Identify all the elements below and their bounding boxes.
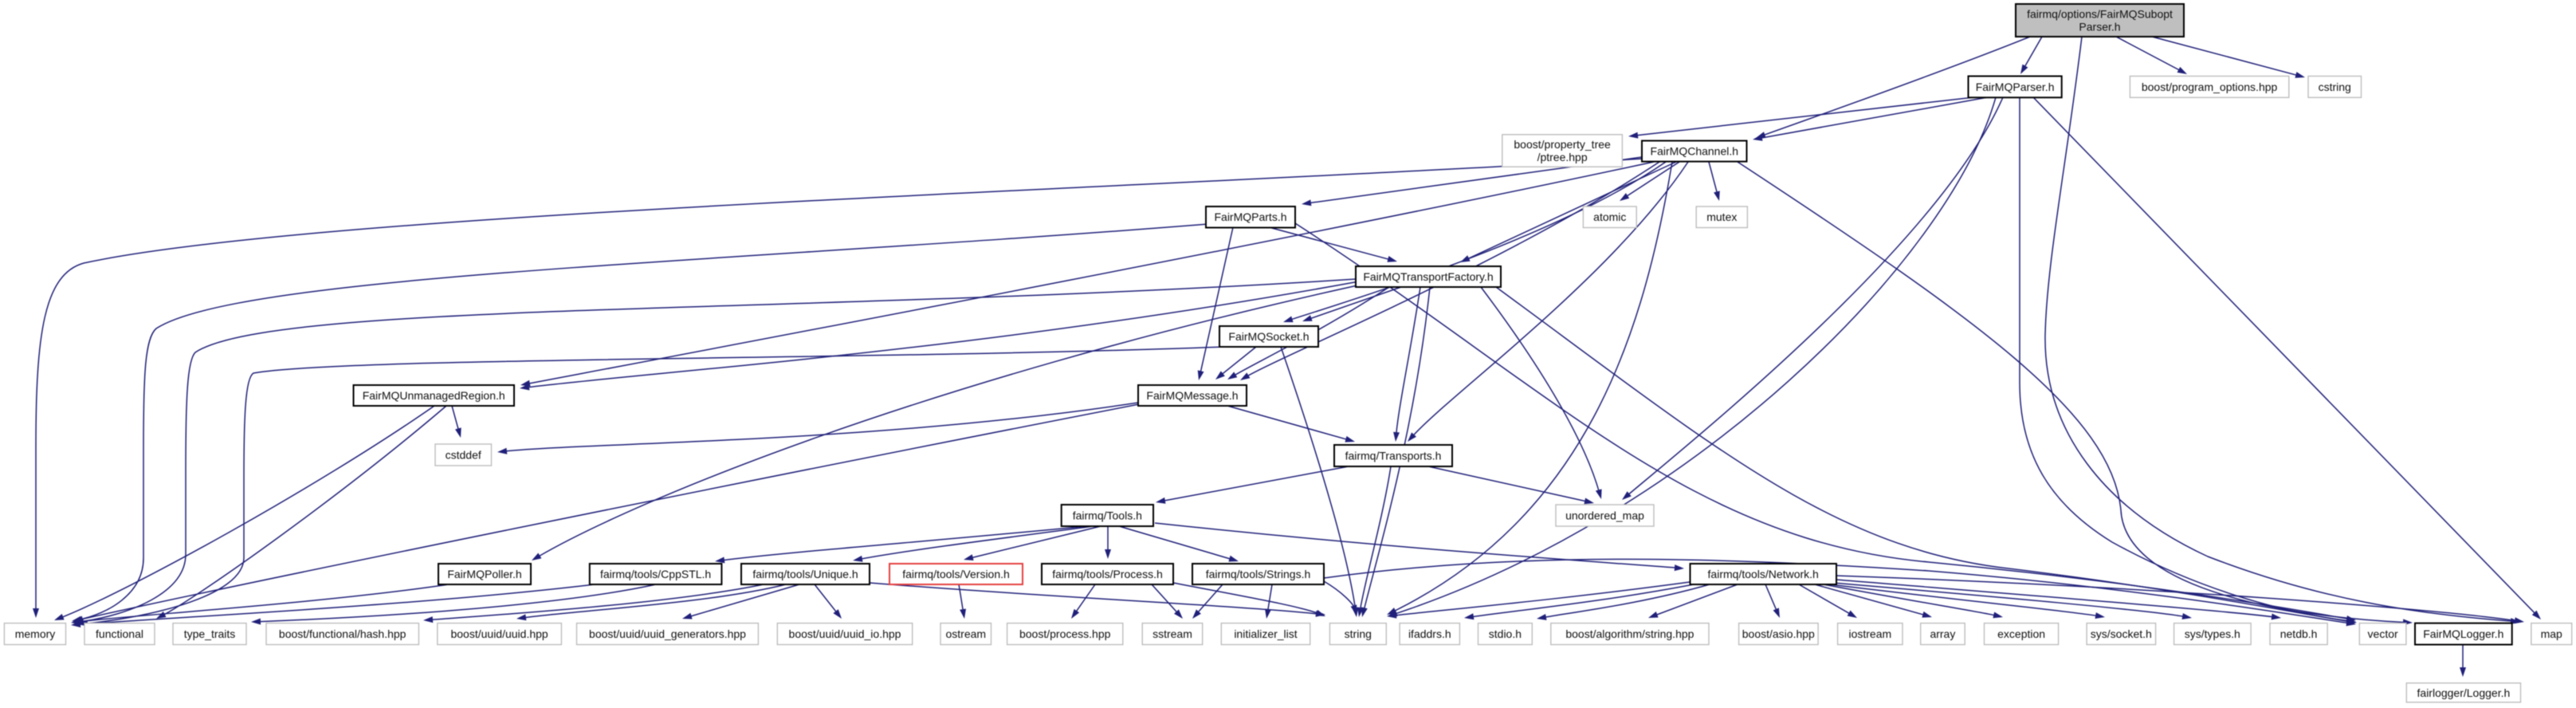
svg-text:array: array bbox=[1930, 627, 1955, 640]
svg-text:sstream: sstream bbox=[1153, 627, 1192, 640]
svg-text:FairMQUnmanagedRegion.h: FairMQUnmanagedRegion.h bbox=[363, 389, 505, 402]
svg-text:fairmq/tools/Strings.h: fairmq/tools/Strings.h bbox=[1206, 568, 1311, 580]
svg-text:fairmq/Transports.h: fairmq/Transports.h bbox=[1345, 450, 1442, 462]
svg-text:type_traits: type_traits bbox=[184, 627, 236, 640]
svg-text:fairlogger/Logger.h: fairlogger/Logger.h bbox=[2417, 686, 2511, 699]
svg-text:map: map bbox=[2541, 627, 2562, 640]
svg-text:initializer_list: initializer_list bbox=[1234, 627, 1297, 640]
svg-text:ostream: ostream bbox=[946, 627, 987, 640]
svg-text:fairmq/tools/Network.h: fairmq/tools/Network.h bbox=[1708, 568, 1819, 580]
svg-text:FairMQParser.h: FairMQParser.h bbox=[1976, 81, 2055, 93]
svg-text:fairmq/tools/Unique.h: fairmq/tools/Unique.h bbox=[752, 568, 858, 580]
svg-text:exception: exception bbox=[1997, 627, 2045, 640]
svg-text:boost/process.hpp: boost/process.hpp bbox=[1019, 627, 1111, 640]
svg-text:FairMQLogger.h: FairMQLogger.h bbox=[2423, 627, 2503, 640]
svg-text:mutex: mutex bbox=[1706, 210, 1737, 223]
svg-text:boost/property_tree: boost/property_tree bbox=[1514, 138, 1611, 151]
svg-text:boost/program_options.hpp: boost/program_options.hpp bbox=[2142, 81, 2278, 93]
svg-text:ifaddrs.h: ifaddrs.h bbox=[1408, 627, 1451, 640]
svg-text:FairMQTransportFactory.h: FairMQTransportFactory.h bbox=[1363, 270, 1493, 283]
svg-text:memory: memory bbox=[15, 627, 56, 640]
svg-text:fairmq/options/FairMQSubopt: fairmq/options/FairMQSubopt bbox=[2027, 8, 2173, 21]
svg-text:boost/asio.hpp: boost/asio.hpp bbox=[1742, 627, 1815, 640]
svg-text:boost/uuid/uuid_generators.hpp: boost/uuid/uuid_generators.hpp bbox=[589, 627, 746, 640]
svg-text:fairmq/tools/CppSTL.h: fairmq/tools/CppSTL.h bbox=[600, 568, 711, 580]
svg-text:vector: vector bbox=[2368, 627, 2398, 640]
svg-text:netdb.h: netdb.h bbox=[2280, 627, 2318, 640]
svg-text:/ptree.hpp: /ptree.hpp bbox=[1537, 151, 1588, 163]
svg-text:fairmq/tools/Process.h: fairmq/tools/Process.h bbox=[1052, 568, 1163, 580]
svg-text:boost/algorithm/string.hpp: boost/algorithm/string.hpp bbox=[1565, 627, 1694, 640]
svg-text:stdio.h: stdio.h bbox=[1489, 627, 1522, 640]
svg-text:FairMQPoller.h: FairMQPoller.h bbox=[447, 568, 521, 580]
svg-text:Parser.h: Parser.h bbox=[2079, 21, 2120, 33]
svg-text:sys/socket.h: sys/socket.h bbox=[2091, 627, 2152, 640]
svg-text:cstring: cstring bbox=[2319, 81, 2351, 93]
svg-text:cstddef: cstddef bbox=[446, 449, 481, 462]
svg-text:FairMQMessage.h: FairMQMessage.h bbox=[1146, 389, 1238, 402]
svg-text:iostream: iostream bbox=[1848, 627, 1891, 640]
svg-text:FairMQChannel.h: FairMQChannel.h bbox=[1651, 145, 1739, 158]
svg-text:FairMQSocket.h: FairMQSocket.h bbox=[1228, 330, 1309, 343]
svg-text:string: string bbox=[1345, 627, 1372, 640]
svg-text:boost/functional/hash.hpp: boost/functional/hash.hpp bbox=[279, 627, 406, 640]
svg-text:functional: functional bbox=[96, 627, 143, 640]
svg-text:fairmq/Tools.h: fairmq/Tools.h bbox=[1073, 509, 1142, 522]
svg-text:FairMQParts.h: FairMQParts.h bbox=[1214, 210, 1286, 223]
svg-text:boost/uuid/uuid_io.hpp: boost/uuid/uuid_io.hpp bbox=[789, 627, 901, 640]
svg-text:atomic: atomic bbox=[1593, 210, 1626, 223]
svg-text:sys/types.h: sys/types.h bbox=[2185, 627, 2240, 640]
svg-text:boost/uuid/uuid.hpp: boost/uuid/uuid.hpp bbox=[450, 627, 548, 640]
svg-text:unordered_map: unordered_map bbox=[1565, 509, 1644, 522]
svg-text:fairmq/tools/Version.h: fairmq/tools/Version.h bbox=[902, 568, 1010, 580]
